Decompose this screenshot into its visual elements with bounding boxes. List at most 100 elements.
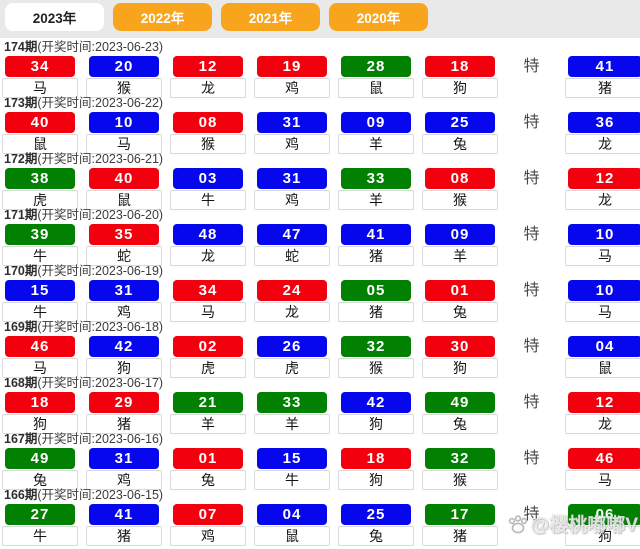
ball-number: 42	[341, 392, 411, 413]
special-ball-cell: 36 龙	[565, 112, 640, 154]
ball-cell: 26 虎	[254, 336, 330, 378]
ball-number: 04	[257, 504, 327, 525]
ball-number: 09	[341, 112, 411, 133]
draw-period: 172期	[4, 152, 38, 166]
ball-cell: 29 猪	[86, 392, 162, 434]
zodiac-label: 龙	[170, 246, 246, 266]
balls-row: 15 牛 31 鸡 34 马 24 龙 05 猪 01 兔特 10 马	[2, 280, 640, 322]
tab-year-2[interactable]: 2021年	[221, 3, 320, 31]
draw-time: (开奖时间:2023-06-22)	[37, 96, 164, 110]
ball-cell: 46 马	[2, 336, 78, 378]
zodiac-label: 鸡	[86, 470, 162, 490]
special-ball-number: 04	[568, 336, 640, 357]
ball-number: 18	[341, 448, 411, 469]
balls-row: 49 兔 31 鸡 01 兔 15 牛 18 狗 32 猴特 46 马	[2, 448, 640, 490]
ball-cell: 27 牛	[2, 504, 78, 546]
ball-cell: 04 鼠	[254, 504, 330, 546]
draw-row: 171期(开奖时间:2023-06-20) 39 牛 35 蛇 48 龙 47 蛇 41 猪 09 羊特…	[2, 207, 640, 266]
zodiac-label: 马	[565, 246, 640, 266]
special-marker-label: 特	[523, 170, 540, 187]
ball-number: 08	[173, 112, 243, 133]
zodiac-label: 蛇	[254, 246, 330, 266]
special-ball-cell: 06 狗	[565, 504, 640, 546]
ball-number: 25	[341, 504, 411, 525]
draw-title: 166期(开奖时间:2023-06-15)	[2, 487, 640, 504]
ball-number: 35	[89, 224, 159, 245]
draw-period: 174期	[4, 40, 38, 54]
zodiac-label: 狗	[422, 78, 498, 98]
ball-number: 30	[425, 336, 495, 357]
zodiac-label: 猪	[565, 78, 640, 98]
special-marker-label: 特	[523, 394, 540, 411]
zodiac-label: 猪	[86, 414, 162, 434]
ball-cell: 09 羊	[422, 224, 498, 266]
zodiac-label: 马	[565, 470, 640, 490]
ball-cell: 18 狗	[338, 448, 414, 490]
ball-number: 33	[341, 168, 411, 189]
draw-row: 169期(开奖时间:2023-06-18) 46 马 42 狗 02 虎 26 虎 32 猴 30 狗特…	[2, 319, 640, 378]
zodiac-label: 马	[2, 78, 78, 98]
results-list: 174期(开奖时间:2023-06-23) 34 马 20 猴 12 龙 19 鸡 28 鼠 18 狗特…	[0, 38, 640, 546]
draw-row: 166期(开奖时间:2023-06-15) 27 牛 41 猪 07 鸡 04 鼠 25 兔 17 猪特…	[2, 487, 640, 546]
zodiac-label: 鼠	[565, 358, 640, 378]
zodiac-label: 狗	[422, 358, 498, 378]
draw-title: 167期(开奖时间:2023-06-16)	[2, 431, 640, 448]
draw-title: 169期(开奖时间:2023-06-18)	[2, 319, 640, 336]
ball-cell: 31 鸡	[254, 112, 330, 154]
zodiac-label: 虎	[2, 190, 78, 210]
draw-period: 168期	[4, 376, 38, 390]
ball-cell: 40 鼠	[2, 112, 78, 154]
zodiac-label: 鼠	[2, 134, 78, 154]
zodiac-label: 鸡	[86, 302, 162, 322]
balls-row: 34 马 20 猴 12 龙 19 鸡 28 鼠 18 狗特 41 猪	[2, 56, 640, 98]
zodiac-label: 鸡	[254, 190, 330, 210]
draw-row: 170期(开奖时间:2023-06-19) 15 牛 31 鸡 34 马 24 龙 05 猪 01 兔特…	[2, 263, 640, 322]
zodiac-label: 牛	[170, 190, 246, 210]
tab-year-0[interactable]: 2023年	[5, 3, 104, 31]
ball-number: 34	[173, 280, 243, 301]
zodiac-label: 龙	[565, 190, 640, 210]
ball-number: 31	[89, 448, 159, 469]
ball-number: 47	[257, 224, 327, 245]
ball-cell: 39 牛	[2, 224, 78, 266]
special-ball-cell: 10 马	[565, 224, 640, 266]
ball-cell: 49 兔	[422, 392, 498, 434]
ball-number: 48	[173, 224, 243, 245]
ball-number: 46	[5, 336, 75, 357]
zodiac-label: 鸡	[254, 134, 330, 154]
special-ball-cell: 04 鼠	[565, 336, 640, 378]
special-marker-label: 特	[523, 338, 540, 355]
ball-cell: 01 兔	[422, 280, 498, 322]
ball-number: 17	[425, 504, 495, 525]
ball-number: 19	[257, 56, 327, 77]
ball-cell: 15 牛	[254, 448, 330, 490]
special-ball-cell: 10 马	[565, 280, 640, 322]
ball-number: 21	[173, 392, 243, 413]
draw-row: 168期(开奖时间:2023-06-17) 18 狗 29 猪 21 羊 33 羊 42 狗 49 兔特…	[2, 375, 640, 434]
balls-row: 39 牛 35 蛇 48 龙 47 蛇 41 猪 09 羊特 10 马	[2, 224, 640, 266]
draw-row: 174期(开奖时间:2023-06-23) 34 马 20 猴 12 龙 19 鸡 28 鼠 18 狗特…	[2, 39, 640, 98]
ball-number: 33	[257, 392, 327, 413]
zodiac-label: 猪	[422, 526, 498, 546]
zodiac-label: 猪	[86, 526, 162, 546]
ball-number: 40	[89, 168, 159, 189]
zodiac-label: 虎	[170, 358, 246, 378]
ball-cell: 07 鸡	[170, 504, 246, 546]
ball-number: 31	[257, 168, 327, 189]
special-ball-cell: 12 龙	[565, 392, 640, 434]
ball-number: 39	[5, 224, 75, 245]
tab-year-1[interactable]: 2022年	[113, 3, 212, 31]
ball-number: 02	[173, 336, 243, 357]
zodiac-label: 龙	[254, 302, 330, 322]
ball-cell: 02 虎	[170, 336, 246, 378]
ball-number: 27	[5, 504, 75, 525]
zodiac-label: 马	[565, 302, 640, 322]
tab-year-3[interactable]: 2020年	[329, 3, 428, 31]
draw-period: 170期	[4, 264, 38, 278]
ball-number: 41	[341, 224, 411, 245]
ball-cell: 05 猪	[338, 280, 414, 322]
draw-title: 172期(开奖时间:2023-06-21)	[2, 151, 640, 168]
ball-number: 10	[89, 112, 159, 133]
ball-number: 31	[89, 280, 159, 301]
ball-cell: 19 鸡	[254, 56, 330, 98]
